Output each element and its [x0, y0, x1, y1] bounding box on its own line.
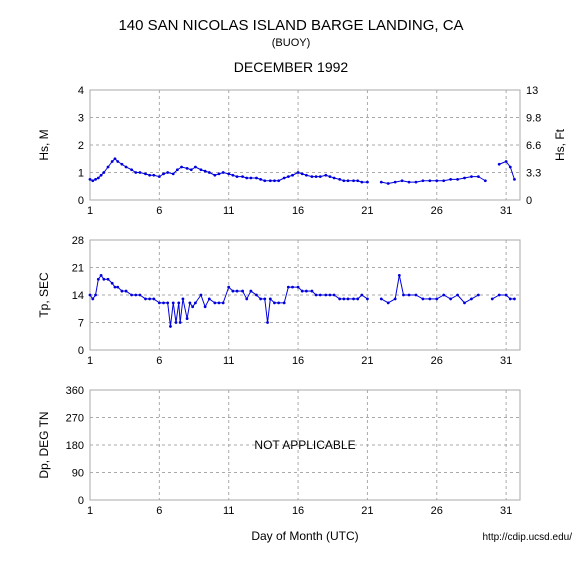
xtick: 11	[223, 355, 234, 367]
xtick: 21	[361, 505, 373, 517]
ytick-right: 6.6	[526, 140, 541, 152]
title-sub: (BUOY)	[272, 37, 311, 49]
data-point	[513, 298, 516, 301]
xtick: 1	[87, 355, 93, 367]
data-point	[366, 181, 369, 184]
ytick: 7	[78, 318, 84, 330]
xtick: 26	[431, 205, 443, 217]
ylabel-right: Hs, Ft	[553, 128, 567, 161]
ytick-right: 0	[526, 195, 532, 207]
xtick: 6	[156, 355, 162, 367]
ylabel-left: Dp, DEG TN	[37, 411, 51, 478]
ytick: 0	[78, 195, 84, 207]
data-point	[484, 179, 487, 182]
ytick: 28	[72, 235, 84, 247]
xtick: 1	[87, 205, 93, 217]
ytick: 2	[78, 140, 84, 152]
ytick-right: 9.8	[526, 113, 541, 125]
ytick: 0	[78, 345, 84, 357]
ytick: 4	[78, 85, 84, 97]
ylabel-left: Tp, SEC	[37, 272, 51, 318]
ytick-right: 13	[526, 85, 538, 97]
xtick: 21	[361, 205, 373, 217]
ytick: 90	[72, 468, 84, 480]
xtick: 16	[292, 355, 304, 367]
ytick: 1	[78, 168, 84, 180]
ytick: 3	[78, 113, 84, 125]
ylabel-left: Hs, M	[37, 129, 51, 160]
ytick: 0	[78, 495, 84, 507]
xtick: 6	[156, 505, 162, 517]
ytick-right: 3.3	[526, 168, 541, 180]
buoy-chart: 140 SAN NICOLAS ISLAND BARGE LANDING, CA…	[0, 0, 582, 581]
xtick: 11	[223, 505, 234, 517]
na-text: NOT APPLICABLE	[254, 438, 355, 452]
xtick: 31	[500, 505, 512, 517]
ytick: 180	[66, 440, 84, 452]
xtick: 31	[500, 205, 512, 217]
ytick: 14	[72, 290, 84, 302]
ytick: 21	[72, 263, 84, 275]
title-main: 140 SAN NICOLAS ISLAND BARGE LANDING, CA	[118, 17, 463, 34]
ytick: 270	[66, 413, 84, 425]
xtick: 1	[87, 505, 93, 517]
xlabel: Day of Month (UTC)	[251, 529, 358, 543]
xtick: 11	[223, 205, 234, 217]
xtick: 6	[156, 205, 162, 217]
xtick: 26	[431, 355, 443, 367]
data-point	[366, 298, 369, 301]
data-point	[513, 178, 516, 181]
xtick: 21	[361, 355, 373, 367]
title-month: DECEMBER 1992	[234, 59, 349, 75]
xtick: 31	[500, 355, 512, 367]
ytick: 360	[66, 385, 84, 397]
xtick: 16	[292, 205, 304, 217]
data-point	[477, 294, 480, 297]
xtick: 16	[292, 505, 304, 517]
footer-link: http://cdip.ucsd.edu/	[482, 532, 572, 543]
xtick: 26	[431, 505, 443, 517]
